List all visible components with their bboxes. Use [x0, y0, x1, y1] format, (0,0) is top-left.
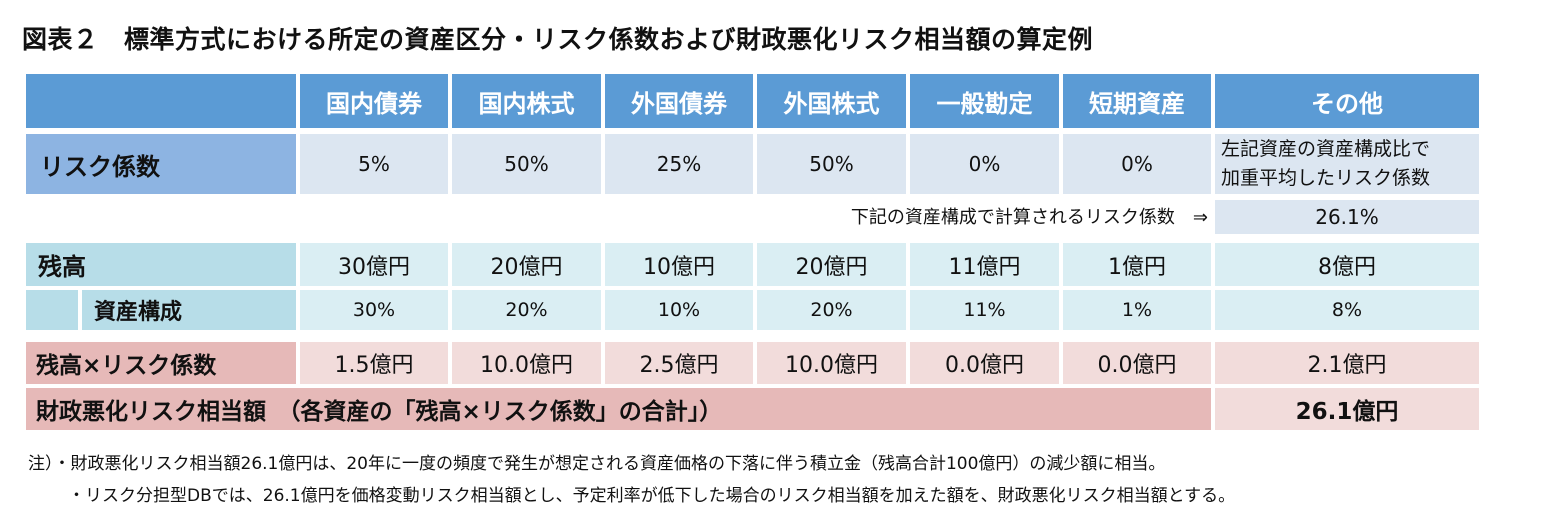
product-value: 0.0億円	[1063, 342, 1211, 384]
col-header-other: その他	[1215, 74, 1479, 128]
total-value: 26.1億円	[1215, 388, 1479, 430]
risk-coefficient-value: 0%	[1063, 134, 1211, 194]
product-value: 10.0億円	[757, 342, 906, 384]
balance-value: 10億円	[605, 243, 753, 286]
product-value: 10.0億円	[452, 342, 601, 384]
product-value: 2.5億円	[605, 342, 753, 384]
composition-indent	[26, 290, 78, 330]
col-header-domestic-stocks: 国内株式	[452, 74, 601, 128]
product-value: 2.1億円	[1215, 342, 1479, 384]
composition-value: 20%	[757, 290, 906, 330]
balance-value: 11億円	[910, 243, 1059, 286]
composition-value: 20%	[452, 290, 601, 330]
risk-coefficient-value: 50%	[452, 134, 601, 194]
product-value: 0.0億円	[910, 342, 1059, 384]
note-1: 注）・財政悪化リスク相当額26.1億円は、20年に一度の頻度で発生が想定される資…	[28, 454, 1166, 474]
risk-other-line1: 左記資産の資産構成比で	[1221, 138, 1431, 160]
composition-value: 8%	[1215, 290, 1479, 330]
composition-label: 資産構成	[82, 290, 296, 330]
risk-coefficient-value: 0%	[910, 134, 1059, 194]
risk-coefficient-label: リスク係数	[26, 134, 296, 194]
balance-value: 8億円	[1215, 243, 1479, 286]
col-header-short-term: 短期資産	[1063, 74, 1211, 128]
balance-value: 30億円	[300, 243, 448, 286]
balance-value: 20億円	[757, 243, 906, 286]
composition-value: 30%	[300, 290, 448, 330]
risk-coefficient-other: 左記資産の資産構成比で 加重平均したリスク係数	[1215, 134, 1479, 194]
figure-title: 図表２ 標準方式における所定の資産区分・リスク係数および財政悪化リスク相当額の算…	[22, 25, 1094, 54]
risk-coefficient-value: 50%	[757, 134, 906, 194]
calc-risk-note: 下記の資産構成で計算されるリスク係数 ⇒	[850, 207, 1208, 228]
product-value: 1.5億円	[300, 342, 448, 384]
composition-value: 10%	[605, 290, 753, 330]
col-header-domestic-bonds: 国内債券	[300, 74, 448, 128]
col-header-general-account: 一般勘定	[910, 74, 1059, 128]
risk-coefficient-value: 5%	[300, 134, 448, 194]
balance-label: 残高	[26, 243, 296, 286]
composition-value: 1%	[1063, 290, 1211, 330]
risk-other-line2: 加重平均したリスク係数	[1221, 167, 1431, 189]
balance-value: 20億円	[452, 243, 601, 286]
total-label: 財政悪化リスク相当額 （各資産の「残高×リスク係数」の合計」）	[26, 388, 1211, 430]
note-2: ・リスク分担型DBでは、26.1億円を価格変動リスク相当額とし、予定利率が低下し…	[68, 486, 1236, 506]
balance-value: 1億円	[1063, 243, 1211, 286]
product-label: 残高×リスク係数	[26, 342, 296, 384]
header-blank	[26, 74, 296, 128]
composition-value: 11%	[910, 290, 1059, 330]
risk-coefficient-value: 25%	[605, 134, 753, 194]
col-header-foreign-stocks: 外国株式	[757, 74, 906, 128]
col-header-foreign-bonds: 外国債券	[605, 74, 753, 128]
calc-risk-value: 26.1%	[1215, 200, 1479, 234]
